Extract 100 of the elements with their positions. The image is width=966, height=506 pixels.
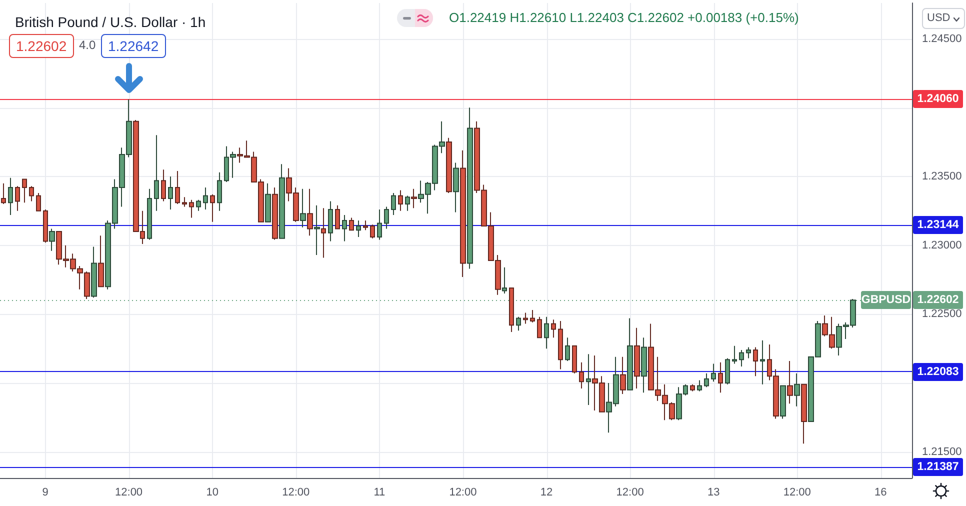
- candlestick: [22, 178, 27, 204]
- y-tick-label: 1.22500: [922, 308, 962, 320]
- candlestick: [502, 266, 507, 294]
- candlestick: [182, 196, 187, 208]
- candlestick: [189, 199, 194, 218]
- candlestick: [780, 385, 786, 420]
- candlestick: [391, 192, 396, 216]
- candlestick: [565, 337, 570, 362]
- candlestick: [210, 194, 215, 222]
- candlestick: [43, 209, 48, 244]
- candlestick: [147, 188, 152, 240]
- text: British Pound / U.S. Dollar · 1h: [15, 14, 206, 30]
- candlestick: [36, 192, 41, 212]
- candlestick: [91, 246, 97, 298]
- candlestick: [460, 150, 466, 278]
- candlestick: [627, 318, 633, 390]
- candlestick: [196, 199, 201, 212]
- candlestick: [321, 208, 326, 258]
- candlestick: [634, 327, 640, 390]
- x-tick-label: 12:00: [115, 486, 143, 498]
- ref-line-label: 1.22602: [913, 291, 963, 309]
- candlestick: [801, 384, 807, 444]
- candlestick: [203, 186, 208, 210]
- candlestick: [98, 235, 104, 288]
- x-tick-label: 9: [42, 486, 48, 498]
- y-tick-label: 1.21500: [922, 446, 962, 458]
- candlestick: [739, 349, 744, 367]
- candlestick: [356, 220, 361, 238]
- candlestick: [363, 220, 368, 231]
- candlestick: [586, 354, 591, 406]
- candlestick: [265, 182, 271, 222]
- annotation: GBPUSD: [861, 291, 911, 309]
- candlestick: [690, 384, 695, 392]
- annotation: O1.22419 H1.22610 L1.22403 C1.22602 +0.00183 (+0.15%): [449, 10, 799, 26]
- ref-line-label: 1.23144: [913, 216, 963, 234]
- candlestick: [544, 316, 549, 350]
- x-tick-label: 12:00: [783, 486, 811, 498]
- currency-dropdown: USD: [922, 8, 966, 29]
- candlestick: [49, 228, 55, 252]
- candlestick: [29, 186, 34, 202]
- candlestick: [307, 188, 313, 236]
- candlestick: [349, 217, 354, 231]
- candlestick: [711, 363, 716, 382]
- y-tick-label: 1.24500: [922, 32, 962, 45]
- candlestick: [725, 358, 730, 385]
- x-tick-label: 12:00: [616, 486, 644, 498]
- ref-line-label: 1.21387: [913, 458, 963, 476]
- candlestick: [453, 162, 459, 213]
- candlestick: [732, 345, 737, 364]
- candlestick: [516, 316, 521, 332]
- candlestick: [377, 209, 382, 240]
- candlestick: [551, 319, 556, 338]
- candlestick: [530, 310, 535, 323]
- candlestick: [760, 340, 765, 385]
- candlestick: [154, 134, 159, 212]
- y-tick-label: 1.23000: [922, 239, 962, 252]
- x-tick-label: 12:00: [282, 486, 310, 498]
- candlestick: [523, 312, 528, 324]
- candlestick: [558, 320, 563, 370]
- candlestick: [718, 362, 723, 394]
- ref-line-label: 1.22083: [913, 363, 963, 381]
- candlestick: [15, 186, 20, 212]
- candlestick: [579, 362, 584, 390]
- candlestick: [794, 372, 800, 407]
- candlestick: [161, 169, 166, 202]
- candlestick: [328, 200, 333, 242]
- candlestick: [8, 177, 13, 216]
- x-tick-label: 10: [206, 486, 218, 498]
- candlestick: [342, 214, 347, 242]
- candlestick: [572, 345, 577, 374]
- candlestick: [446, 137, 452, 194]
- candlestick: [217, 172, 222, 212]
- candlestick: [370, 224, 375, 239]
- y-tick-label: 1.23500: [922, 170, 962, 182]
- candlestick: [641, 337, 647, 394]
- candlestick: [697, 380, 702, 392]
- annotation: 1.22602: [9, 34, 74, 58]
- candlestick: [405, 195, 410, 212]
- candlestick: [384, 206, 389, 230]
- candlestick: [168, 176, 173, 210]
- candlestick: [753, 346, 758, 377]
- candlestick: [300, 188, 306, 228]
- candlestick: [411, 188, 417, 209]
- candlestick: [746, 346, 751, 359]
- candlestick: [175, 170, 180, 205]
- annotation: 1.22642: [101, 34, 166, 58]
- candlestick: [467, 107, 473, 270]
- x-tick-label: 13: [707, 486, 720, 498]
- candlestick: [509, 288, 514, 333]
- candlestick: [787, 360, 793, 404]
- candlestick: [279, 164, 285, 239]
- x-tick-label: 12:00: [449, 486, 477, 498]
- candlestick: [704, 372, 709, 388]
- x-tick-label: 11: [374, 486, 386, 498]
- x-tick-label: 16: [874, 486, 887, 498]
- candlestick: [1, 182, 6, 205]
- candlestick: [272, 186, 278, 240]
- candlestick: [398, 190, 403, 212]
- annotation: 4.0: [79, 38, 96, 53]
- candlestick: [335, 204, 340, 230]
